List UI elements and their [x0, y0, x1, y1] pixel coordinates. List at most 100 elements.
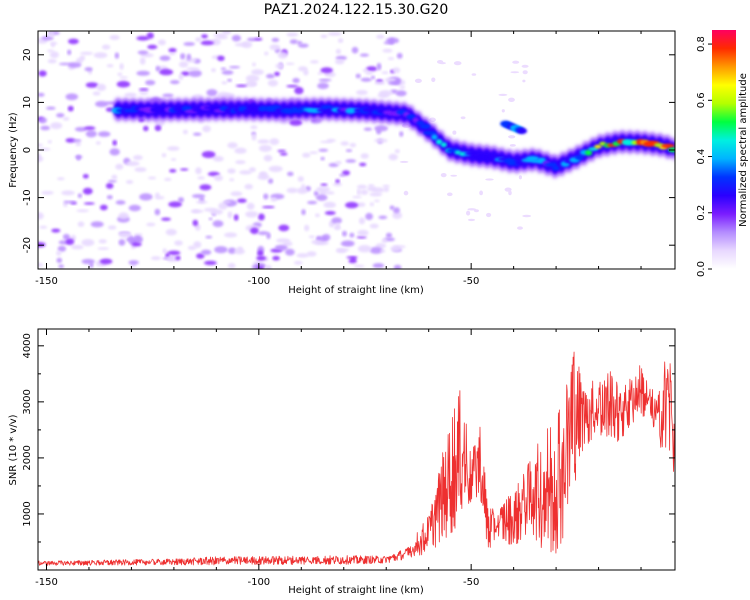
- noise-speck: [47, 59, 57, 64]
- noise-speck: [126, 161, 140, 167]
- noise-speck: [207, 171, 220, 177]
- noise-speck: [269, 138, 280, 146]
- noise-speck: [381, 238, 388, 243]
- noise-speck: [154, 125, 162, 131]
- ridge-hotspot: [585, 149, 593, 156]
- noise-speck: [376, 128, 382, 135]
- noise-speck: [337, 38, 344, 43]
- noise-speck: [356, 188, 361, 196]
- noise-speck: [508, 135, 516, 139]
- noise-speck: [247, 37, 256, 42]
- noise-speck: [387, 57, 395, 60]
- noise-speck: [325, 191, 335, 195]
- noise-speck: [335, 59, 345, 65]
- noise-speck: [38, 212, 44, 220]
- noise-speck: [360, 77, 372, 82]
- noise-speck: [383, 41, 393, 45]
- noise-speck: [128, 260, 139, 265]
- noise-speck: [294, 86, 304, 95]
- noise-speck: [182, 129, 188, 135]
- noise-speck: [65, 138, 76, 143]
- noise-speck: [38, 155, 44, 163]
- noise-speck: [301, 183, 306, 191]
- y-tick-label: -10: [22, 189, 33, 205]
- noise-speck: [65, 238, 75, 245]
- noise-speck: [485, 178, 494, 181]
- noise-speck: [118, 239, 126, 246]
- noise-speck: [139, 193, 153, 201]
- noise-speck: [212, 220, 224, 228]
- noise-speck: [58, 62, 71, 66]
- noise-speck: [139, 88, 149, 91]
- colorbar-ticks: 0.0 0.2 0.4 0.6 0.8: [696, 36, 712, 277]
- noise-speck: [353, 264, 365, 268]
- x-tick-label: -100: [247, 276, 270, 287]
- noise-speck: [124, 92, 137, 97]
- noise-speck: [313, 190, 319, 197]
- noise-speck: [308, 235, 316, 239]
- noise-speck: [362, 68, 369, 73]
- noise-speck: [248, 167, 256, 173]
- noise-speck: [369, 246, 383, 254]
- noise-speck: [296, 253, 309, 258]
- noise-speck: [67, 49, 72, 56]
- noise-speck: [393, 264, 402, 269]
- noise-speck: [319, 78, 332, 82]
- noise-speck: [501, 109, 505, 113]
- noise-speck: [147, 44, 158, 50]
- noise-speck: [304, 224, 310, 232]
- noise-speck: [320, 34, 328, 39]
- noise-speck: [395, 90, 407, 97]
- colorbar-tick-label: 0.0: [696, 261, 707, 277]
- noise-speck: [143, 125, 149, 132]
- ridge-hotspot: [575, 155, 584, 160]
- noise-speck: [328, 163, 339, 167]
- noise-speck: [159, 55, 171, 61]
- noise-speck: [372, 263, 385, 269]
- noise-speck: [186, 67, 200, 71]
- noise-speck: [257, 231, 269, 236]
- noise-speck: [332, 182, 343, 187]
- noise-speck: [365, 212, 373, 221]
- noise-speck: [162, 93, 174, 98]
- noise-speck: [307, 200, 318, 205]
- noise-speck: [118, 232, 132, 238]
- noise-speck: [389, 205, 395, 210]
- noise-speck: [108, 179, 117, 183]
- noise-speck: [38, 70, 47, 77]
- noise-speck: [360, 153, 369, 159]
- noise-speck: [399, 131, 404, 137]
- noise-speck: [277, 51, 288, 59]
- noise-speck: [49, 41, 58, 45]
- noise-speck: [271, 37, 280, 42]
- y-tick-label: 2000: [22, 445, 33, 470]
- x-tick-label: -50: [463, 577, 479, 588]
- noise-speck: [385, 232, 393, 238]
- noise-speck: [223, 200, 231, 204]
- noise-speck: [498, 93, 508, 96]
- noise-speck: [213, 33, 227, 38]
- noise-speck: [250, 125, 258, 130]
- noise-speck: [360, 189, 369, 195]
- noise-speck: [159, 68, 174, 76]
- noise-speck: [510, 71, 520, 74]
- noise-speck: [96, 83, 107, 91]
- noise-speck: [131, 242, 142, 247]
- noise-speck: [38, 143, 43, 147]
- ridge-hotspot: [491, 154, 499, 159]
- noise-speck: [394, 149, 400, 154]
- noise-speck: [318, 148, 329, 152]
- noise-speck: [258, 213, 265, 221]
- noise-speck: [521, 64, 529, 68]
- noise-speck: [82, 187, 93, 195]
- noise-speck: [97, 247, 110, 250]
- noise-speck: [429, 117, 436, 123]
- noise-speck: [376, 34, 385, 39]
- noise-speck: [157, 39, 166, 46]
- noise-speck: [211, 68, 216, 73]
- noise-speck: [92, 91, 101, 96]
- noise-speck: [486, 212, 492, 218]
- ridge-hotspot: [416, 121, 425, 125]
